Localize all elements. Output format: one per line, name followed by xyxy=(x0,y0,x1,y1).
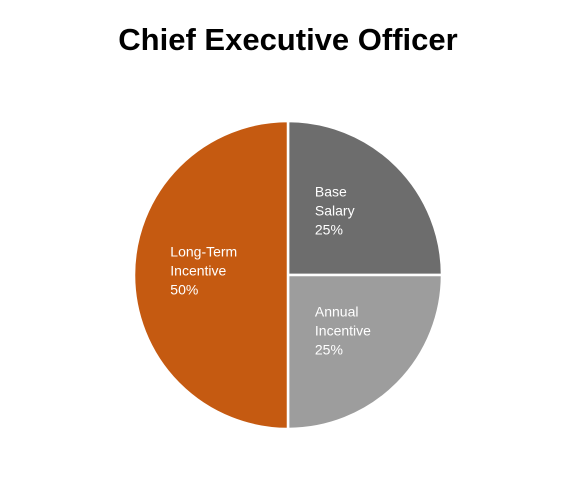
pie-slice xyxy=(132,119,290,431)
slice-label: Base Salary 25% xyxy=(315,183,405,240)
slice-category: Annual Incentive xyxy=(314,303,371,339)
pie-slice xyxy=(286,273,444,431)
slice-value: 25% xyxy=(314,221,343,238)
slice-value: 25% xyxy=(314,341,343,358)
slice-label: Long-Term Incentive 50% xyxy=(170,243,260,300)
slice-category: Base Salary xyxy=(314,183,355,219)
slice-category: Long-Term Incentive xyxy=(170,243,238,279)
slice-value: 50% xyxy=(170,281,199,298)
pie-slice xyxy=(286,119,444,277)
chart-title: Chief Executive Officer xyxy=(118,22,458,57)
slice-label: Annual Incentive 25% xyxy=(315,302,405,359)
